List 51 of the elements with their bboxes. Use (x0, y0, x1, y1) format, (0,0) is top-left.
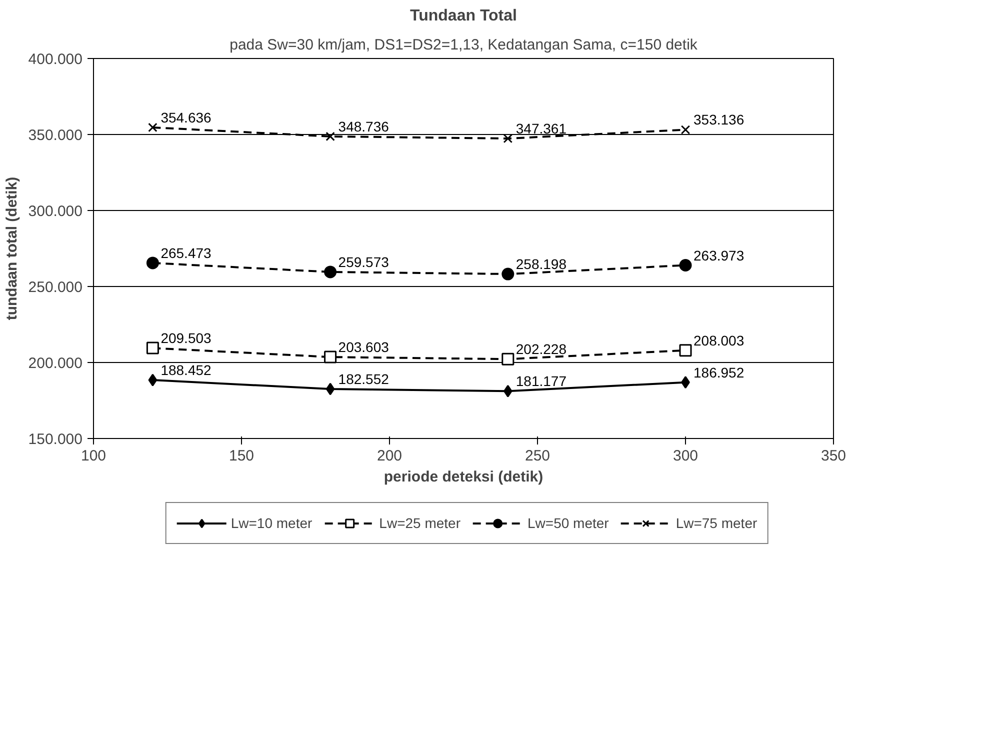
data-label: 265.473 (160, 244, 212, 261)
data-label: 208.003 (694, 332, 744, 348)
point (502, 268, 514, 280)
data-label: 202.228 (516, 341, 567, 358)
x-tick-label: 350 (820, 448, 846, 464)
data-label: 347.361 (516, 120, 567, 137)
point (146, 342, 159, 354)
point (148, 122, 158, 132)
data-label: 203.603 (338, 339, 390, 356)
data-label: 353.136 (694, 112, 744, 128)
data-label: 259.573 (338, 254, 390, 270)
data-label: 354.636 (160, 109, 212, 126)
chart-subtitle: pada Sw=30 km/jam, DS1=DS2=1,13, Kedatangan Sama, c=150 detik (230, 36, 698, 54)
point (679, 259, 692, 272)
x-tick-label: 250 (524, 448, 550, 464)
point (324, 266, 337, 278)
point (324, 350, 337, 364)
x-tick-label: 100 (80, 448, 106, 464)
data-label: 258.198 (516, 256, 567, 272)
point (502, 352, 514, 366)
y-tick-label: 400.000 (28, 51, 83, 68)
legend-label: Lw=75 meter (676, 515, 758, 531)
point (326, 382, 335, 396)
y-tick-label: 150.000 (28, 431, 83, 448)
data-label: 186.952 (694, 364, 744, 380)
y-tick-label: 300.000 (28, 203, 83, 220)
point (326, 132, 335, 142)
point (680, 125, 690, 134)
y-axis-title: tundaan total (detik) (3, 176, 20, 320)
data-label: 188.452 (160, 362, 212, 378)
point (146, 256, 159, 270)
legend-label: Lw=10 meter (230, 515, 312, 531)
legend-label: Lw=50 meter (528, 515, 609, 531)
data-label: 348.736 (338, 118, 390, 134)
y-tick-label: 200.000 (28, 355, 83, 372)
data-label: 263.973 (694, 247, 744, 264)
point (148, 374, 158, 386)
x-tick-label: 150 (228, 448, 254, 464)
point (679, 344, 692, 357)
chart-title: Tundaan Total (410, 8, 517, 24)
legend-label: Lw=25 meter (379, 515, 460, 531)
x-tick-label: 200 (376, 448, 402, 464)
data-label: 209.503 (160, 330, 212, 346)
point (503, 384, 512, 398)
y-tick-label: 350.000 (28, 127, 83, 144)
point (503, 134, 513, 144)
data-label: 181.177 (516, 373, 567, 390)
x-tick-label: 300 (672, 448, 698, 464)
data-label: 182.552 (338, 371, 390, 388)
x-axis-title: periode deteksi (detik) (384, 468, 544, 486)
y-tick-label: 250.000 (28, 279, 83, 296)
